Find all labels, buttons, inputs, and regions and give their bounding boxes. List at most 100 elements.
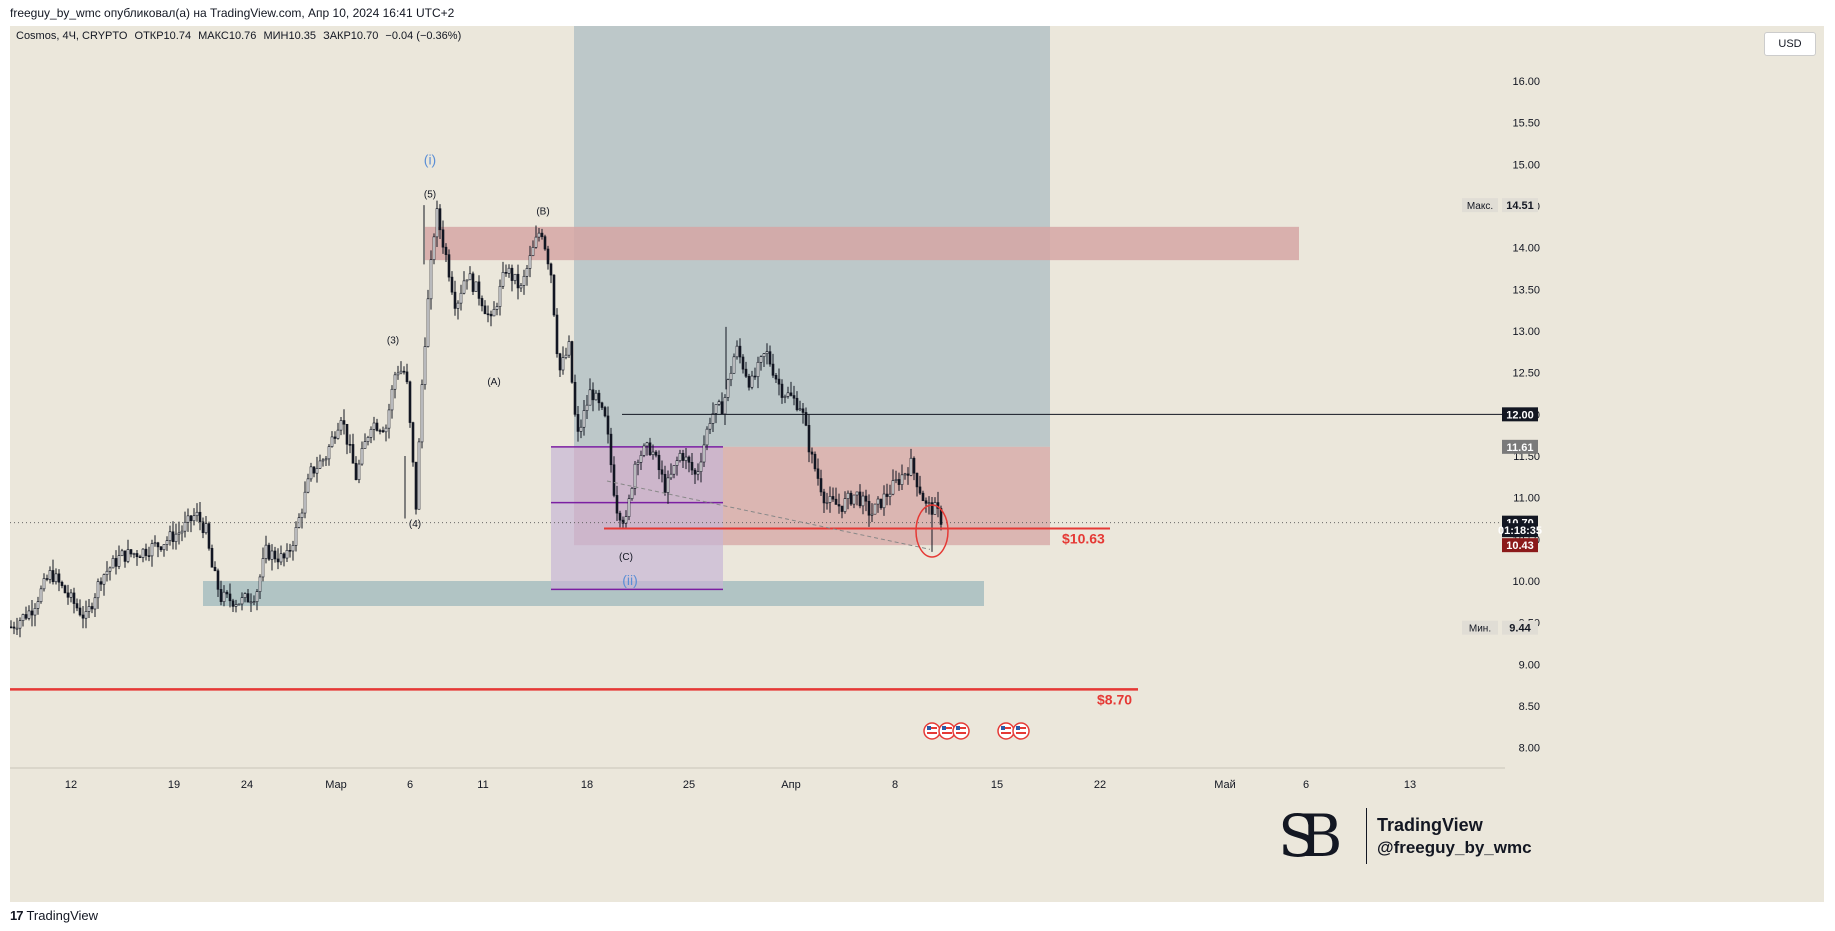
candle-body [33,608,37,616]
y-tick-label: 10.00 [1512,576,1540,588]
candle-body [63,585,67,594]
candle-body [627,498,631,517]
candle-body [780,383,784,398]
candle-body [516,273,520,289]
candle-body [735,345,739,358]
candle-body [651,451,655,455]
candle-body [288,550,292,552]
price-chart[interactable]: $10.63 $8.70 (i) (5) (B) (3) (A) (4) (C) (ii) 16.… [9,26,1824,902]
publisher-line: freeguy_by_wmc опубликовал(а) на Trading… [10,6,455,20]
candle-body [633,463,637,489]
candle-body [477,281,481,299]
candle-body [174,533,178,542]
level-tag-value: 9.44 [1509,623,1531,635]
chart-area[interactable]: $10.63 $8.70 (i) (5) (B) (3) (A) (4) (C) (ii) 16.… [9,26,1824,902]
candle-body [879,498,883,509]
candle-body [498,285,502,307]
candle-body [801,408,805,413]
y-tick-label: 15.00 [1512,159,1540,171]
candle-body [822,491,826,504]
candle-body [387,409,391,429]
candle-body [825,502,829,504]
candle-body [837,504,841,507]
candle-body [87,606,91,612]
candle-body [819,478,823,493]
candle-body [42,578,46,590]
x-tick-label: Апр [781,779,800,791]
candle-body [399,370,403,374]
candle-body [570,341,574,383]
us-flag-circle [1012,722,1030,740]
candle-body [783,396,787,398]
candle-body [276,558,280,563]
candle-body [321,459,325,462]
candle-body [21,614,25,621]
candle-body [648,442,652,455]
currency-button[interactable]: USD [1764,32,1816,56]
candle-body [639,455,643,463]
candle-body [834,498,838,505]
candle-body [459,292,463,304]
level-tag-value: 11.61 [1507,442,1534,454]
candle-body [657,454,661,471]
candle-body [726,379,730,398]
candle-body [711,413,715,424]
candle-body [159,546,163,551]
candle-body [333,436,337,439]
candle-body [279,553,283,563]
candle-body [417,441,421,510]
y-tick-label: 9.00 [1519,659,1540,671]
labels-layer: $10.63 $8.70 (i) (5) (B) (3) (A) (4) (C) (ii) [387,151,1132,707]
candle-body [420,384,424,443]
level-tag-label-bg [1462,620,1498,635]
candle-body [810,451,814,455]
resistance-zone [425,226,1299,261]
candle-body [567,341,571,356]
footer-logo[interactable]: 17 TradingView [10,908,98,923]
us-flag-stripe [1001,732,1011,734]
candle-body [324,458,328,461]
candle-body [378,430,382,432]
zones-layer [203,26,1299,606]
candle-body [129,549,133,555]
candle-body [873,503,877,515]
candle-body [906,473,910,476]
candle-body [573,381,577,415]
ohlc-change: −0.04 (−0.36%) [385,30,462,42]
candle-body [411,422,415,463]
candle-body [576,414,580,432]
wave-label: (B) [536,206,549,217]
x-tick-label: Мар [325,779,347,791]
candle-body [525,268,529,277]
candle-body [852,494,856,505]
candle-body [9,626,13,629]
candle-body [78,607,82,616]
candle-body [678,452,682,461]
candle-body [894,479,898,481]
candle-body [168,531,172,541]
candle-body [798,408,802,411]
candle-body [549,263,553,276]
candle-body [510,267,514,281]
candle-body [669,473,673,479]
candle-body [621,519,625,524]
candle-body [153,542,157,545]
candle-body [513,273,517,281]
candle-body [753,375,757,378]
level-tag [1502,439,1538,454]
candle-body [66,592,70,598]
fib-zone [551,446,723,590]
candle-body [612,464,616,496]
candle-body [222,591,226,602]
candle-body [543,236,547,250]
candle-body [681,452,685,461]
y-tick-label: 8.00 [1519,743,1540,755]
x-tick-label: 24 [241,779,253,791]
us-flag-circle [952,722,970,740]
candle-body [366,437,370,442]
wave-label: (4) [409,519,421,530]
us-flag-icon [923,722,941,740]
candle-body [189,515,193,522]
candle-body [750,375,754,388]
candle-body [915,472,919,488]
